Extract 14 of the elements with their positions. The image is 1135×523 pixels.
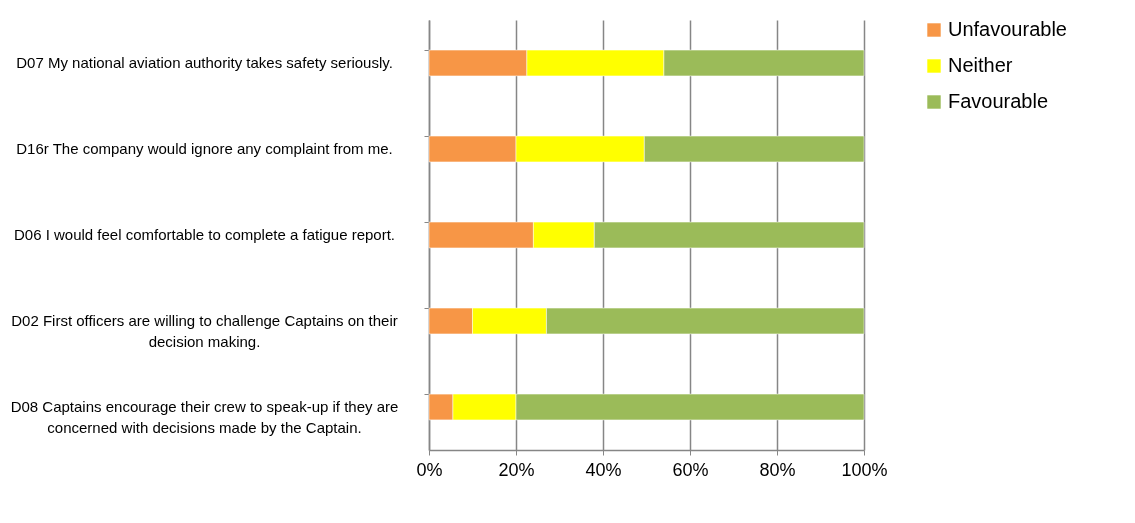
y-tick-label: D07 My national aviation authority takes safety seriously. — [16, 54, 393, 71]
x-tick-label: 100% — [841, 459, 888, 480]
x-tick-label: 0% — [416, 459, 443, 480]
x-tick-label: 40% — [585, 459, 622, 480]
y-tick-label: D08 Captains encourage their crew to speak-up if they are concerned with decisions made by the Captain. — [10, 398, 399, 436]
x-tick-label: 20% — [498, 459, 535, 480]
legend-label: Unfavourable — [948, 18, 1067, 40]
y-tick-label: D16r The company would ignore any complaint from me. — [16, 140, 393, 157]
x-tick-label: 80% — [759, 459, 796, 480]
legend-label: Favourable — [948, 90, 1049, 112]
x-tick-label: 60% — [672, 459, 709, 480]
legend-label: Neither — [948, 54, 1013, 76]
y-tick-label: D02 First officers are willing to challenge Captains on their decision making. — [11, 312, 398, 350]
y-tick-label: D06 I would feel comfortable to complete a fatigue report. — [13, 226, 396, 243]
